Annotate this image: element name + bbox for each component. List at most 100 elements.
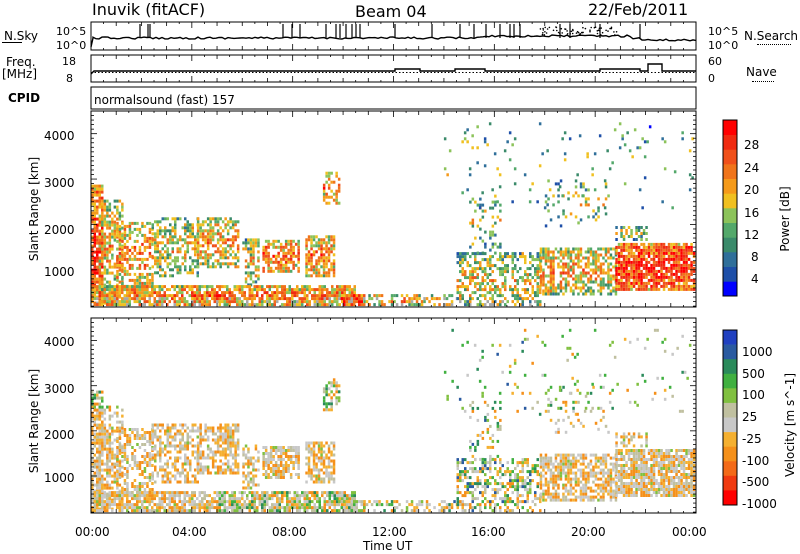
scatter-cell bbox=[400, 294, 404, 298]
nsearch-point bbox=[584, 27, 587, 30]
scatter-cell bbox=[331, 294, 334, 298]
scatter-cell bbox=[597, 256, 600, 260]
scatter-cell bbox=[264, 449, 268, 452]
scatter-cell bbox=[126, 288, 129, 292]
scatter-cell bbox=[677, 278, 681, 282]
scatter-cell bbox=[415, 294, 419, 298]
scatter-cell bbox=[408, 297, 411, 301]
scatter-cell bbox=[479, 227, 482, 231]
scatter-cell bbox=[327, 456, 331, 460]
scatter-cell bbox=[489, 267, 492, 271]
scatter-cell bbox=[106, 205, 109, 209]
scatter-cell bbox=[607, 268, 610, 272]
scatter-cell bbox=[206, 241, 210, 245]
scatter-cell bbox=[287, 260, 290, 264]
scatter-cell bbox=[330, 390, 333, 394]
scatter-cell bbox=[484, 242, 487, 246]
scatter-cell bbox=[96, 402, 99, 406]
scatter-cell bbox=[413, 303, 416, 307]
scatter-cell bbox=[118, 300, 121, 304]
scatter-cell bbox=[176, 300, 179, 304]
scatter-cell bbox=[123, 488, 127, 491]
scatter-cell bbox=[96, 223, 99, 227]
scatter-cell bbox=[146, 461, 149, 464]
scatter-cell bbox=[332, 468, 336, 472]
scatter-cell bbox=[277, 470, 280, 473]
scatter-cell bbox=[247, 250, 250, 254]
scatter-cell bbox=[284, 239, 288, 243]
scatter-cell bbox=[176, 265, 179, 269]
scatter-cell bbox=[159, 241, 162, 245]
scatter-cell bbox=[289, 461, 293, 464]
scatter-cell bbox=[189, 235, 192, 239]
scatter-cell bbox=[327, 183, 331, 187]
scatter-cell bbox=[312, 447, 316, 451]
scatter-cell bbox=[184, 477, 187, 481]
scatter-cell bbox=[106, 459, 109, 463]
scatter-cell bbox=[682, 266, 686, 270]
scatter-cell bbox=[675, 260, 678, 264]
scatter-cell bbox=[479, 303, 482, 307]
scatter-cell bbox=[330, 180, 333, 184]
scatter-cell bbox=[128, 464, 132, 467]
scatter-cell bbox=[511, 200, 514, 204]
scatter-cell bbox=[287, 446, 290, 449]
scatter-cell bbox=[93, 202, 96, 206]
scatter-cell bbox=[188, 294, 191, 298]
scatter-cell bbox=[148, 272, 152, 276]
scatter-cell bbox=[607, 247, 610, 251]
scatter-cell bbox=[151, 447, 154, 451]
scatter-cell bbox=[214, 432, 217, 436]
scatter-cell bbox=[332, 244, 336, 248]
scatter-cell bbox=[91, 244, 94, 248]
scatter-cell bbox=[321, 294, 324, 298]
scatter-cell bbox=[620, 226, 623, 229]
scatter-cell bbox=[274, 473, 278, 476]
scatter-cell bbox=[632, 251, 636, 255]
scatter-cell bbox=[268, 303, 271, 307]
scatter-cell bbox=[126, 470, 129, 473]
scatter-cell bbox=[390, 294, 394, 298]
scatter-cell bbox=[274, 467, 278, 470]
scatter-cell bbox=[690, 266, 693, 270]
scatter-cell bbox=[277, 458, 280, 461]
scatter-cell bbox=[93, 244, 96, 248]
scatter-cell bbox=[287, 239, 290, 243]
scatter-cell bbox=[310, 244, 313, 248]
scatter-cell bbox=[204, 259, 207, 263]
scatter-cell bbox=[294, 458, 298, 461]
scatter-cell bbox=[531, 258, 534, 262]
scatter-cell bbox=[236, 285, 239, 289]
scatter-cell bbox=[148, 294, 151, 298]
scatter-cell bbox=[471, 134, 474, 138]
scatter-cell bbox=[131, 278, 134, 282]
scatter-cell bbox=[211, 244, 215, 248]
scatter-cell bbox=[569, 256, 573, 260]
scatter-cell bbox=[504, 264, 507, 268]
scatter-cell bbox=[116, 303, 119, 307]
scatter-cell bbox=[194, 238, 197, 242]
scatter-cell bbox=[128, 263, 132, 267]
scatter-cell bbox=[594, 268, 598, 272]
scatter-cell bbox=[113, 297, 116, 301]
scatter-cell bbox=[405, 294, 409, 298]
scatter-cell bbox=[572, 265, 575, 269]
scatter-cell bbox=[281, 285, 284, 289]
scatter-cell bbox=[289, 446, 293, 449]
scatter-cell bbox=[574, 185, 578, 189]
scatter-cell bbox=[179, 456, 182, 460]
scatter-cell bbox=[98, 238, 102, 242]
scatter-cell bbox=[315, 462, 318, 466]
scatter-cell bbox=[269, 452, 273, 455]
scatter-cell bbox=[269, 476, 273, 479]
scatter-cell bbox=[224, 256, 227, 260]
scatter-cell bbox=[254, 474, 258, 478]
scatter-cell bbox=[294, 455, 298, 458]
scatter-cell bbox=[103, 256, 107, 260]
scatter-cell bbox=[271, 303, 274, 307]
scatter-cell bbox=[328, 294, 331, 298]
scatter-cell bbox=[181, 432, 184, 436]
scatter-cell bbox=[479, 236, 482, 240]
scatter-cell bbox=[186, 480, 189, 484]
scatter-cell bbox=[206, 468, 210, 472]
